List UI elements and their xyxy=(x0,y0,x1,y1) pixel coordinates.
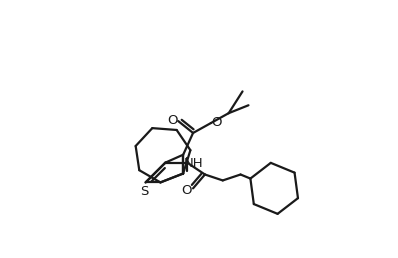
Text: O: O xyxy=(167,114,178,127)
Text: S: S xyxy=(140,185,149,198)
Text: O: O xyxy=(181,184,191,197)
Text: NH: NH xyxy=(183,157,203,170)
Text: O: O xyxy=(212,116,222,128)
